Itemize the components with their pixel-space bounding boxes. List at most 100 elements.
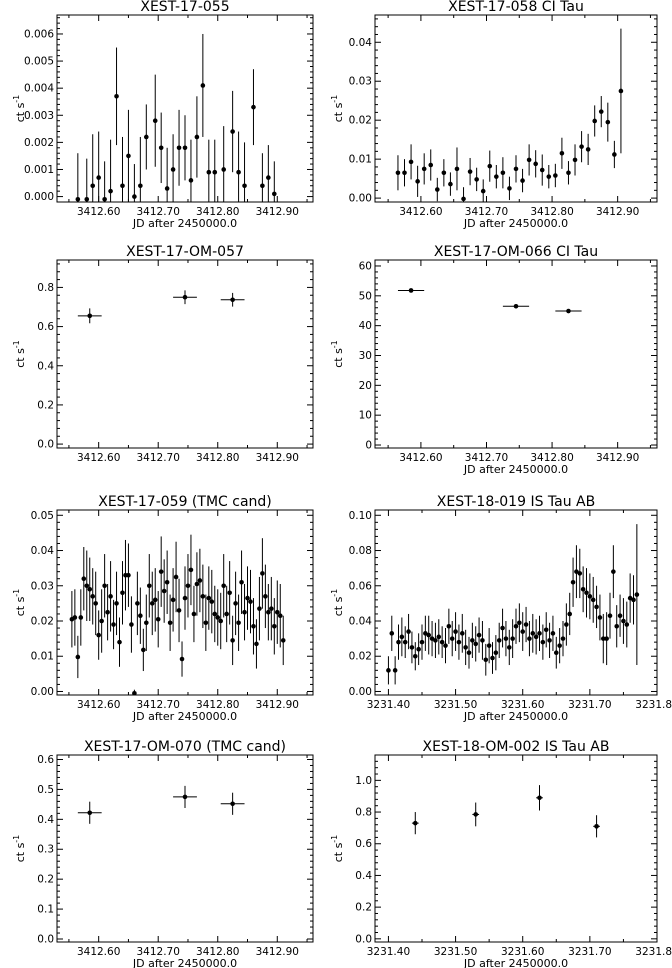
data-point	[212, 169, 218, 175]
data-point	[584, 590, 589, 596]
data-point	[395, 170, 401, 176]
x-tick-label: 3412.60	[77, 946, 120, 958]
y-tick-label: 0.04	[349, 37, 373, 49]
y-tick-label: 0.005	[24, 56, 54, 68]
y-axis-label-text: ct s	[332, 842, 345, 862]
data-point	[585, 147, 591, 152]
data-point	[415, 179, 420, 184]
data-point	[474, 177, 479, 182]
data-point	[138, 183, 143, 189]
y-tick-label: 0.003	[24, 110, 54, 122]
plot-frame	[56, 754, 314, 943]
data-point	[182, 294, 188, 300]
chart-panel-2: XEST-17-058 CI Tau 3412.60 3412.70 3412.80 3…	[330, 0, 658, 230]
data-point	[152, 118, 158, 123]
data-point	[182, 145, 188, 151]
data-point	[617, 613, 623, 619]
data-point	[93, 601, 98, 606]
data-point	[412, 653, 418, 659]
y-tick-label: 0.4	[37, 360, 54, 372]
plot-frame	[56, 509, 314, 696]
data-point	[96, 175, 101, 180]
data-point	[224, 611, 229, 617]
data-point	[408, 288, 414, 293]
data-point	[546, 174, 552, 179]
data-point	[102, 583, 107, 589]
x-tick-label: 3412.90	[256, 946, 299, 958]
data-point	[221, 167, 226, 172]
data-point	[466, 650, 472, 656]
data-point	[419, 639, 425, 645]
data-point	[537, 795, 542, 801]
y-tick-label: 0.006	[24, 28, 54, 40]
data-point	[164, 579, 170, 585]
y-axis-label: ct s-1	[12, 589, 27, 617]
data-point	[188, 178, 194, 183]
y-axis-label-exponent: -1	[12, 835, 21, 843]
data-point	[611, 569, 616, 574]
data-point	[416, 646, 421, 652]
y-tick-label: 0.04	[349, 616, 373, 628]
data-point	[446, 623, 452, 629]
data-point	[456, 639, 462, 645]
data-point	[269, 606, 274, 611]
chart-panel-4: XEST-17-OM-066 CI Tau 3412.60 3412.70 3412.…	[330, 244, 658, 476]
data-point	[461, 196, 466, 202]
data-point	[164, 186, 170, 191]
data-point	[435, 187, 440, 192]
y-axis-label-exponent: -1	[330, 589, 339, 597]
data-point	[572, 157, 578, 163]
x-tick-label: 3412.80	[196, 946, 239, 958]
x-tick-label: 3412.90	[256, 206, 299, 218]
data-point	[144, 620, 149, 626]
plot-frame	[56, 259, 314, 449]
data-point	[600, 636, 606, 641]
x-tick-label: 3231.80	[635, 946, 672, 958]
data-point	[277, 613, 283, 619]
data-point	[135, 601, 140, 606]
data-point	[605, 119, 611, 125]
data-point	[126, 153, 131, 159]
data-series	[386, 524, 640, 685]
data-point	[426, 632, 432, 638]
data-point	[543, 627, 549, 633]
data-point	[513, 166, 519, 172]
data-point	[577, 571, 583, 576]
x-tick-label: 3412.60	[77, 699, 120, 711]
data-point	[537, 631, 542, 636]
data-point	[266, 609, 271, 615]
data-point	[449, 636, 455, 641]
y-tick-label: 0.000	[24, 191, 54, 203]
data-point	[399, 634, 405, 640]
data-point	[197, 578, 203, 583]
data-point	[553, 650, 559, 656]
data-point	[167, 620, 173, 626]
data-point	[396, 639, 401, 645]
data-point	[406, 629, 411, 634]
data-series	[411, 785, 600, 838]
x-tick-label: 3412.90	[256, 699, 299, 711]
plot-frame	[374, 14, 658, 203]
data-point	[408, 159, 414, 165]
data-point	[566, 170, 571, 176]
y-tick-label: 0.6	[355, 838, 372, 850]
data-point	[454, 166, 460, 172]
data-point	[227, 590, 232, 596]
data-point	[215, 615, 221, 620]
data-point	[604, 636, 609, 641]
data-point	[443, 643, 448, 648]
data-point	[579, 144, 584, 149]
data-point	[473, 812, 479, 817]
data-point	[409, 645, 415, 650]
data-point	[618, 88, 624, 94]
x-tick-label: 3231.60	[501, 699, 544, 711]
x-tick-label: 3412.80	[196, 452, 239, 464]
data-point	[480, 188, 486, 194]
data-point	[594, 604, 599, 610]
y-tick-label: 0.10	[349, 510, 372, 522]
y-tick-label: 0.05	[31, 510, 54, 522]
data-point	[194, 581, 200, 587]
data-point	[520, 629, 526, 634]
data-point	[389, 631, 395, 636]
data-point	[221, 583, 226, 589]
